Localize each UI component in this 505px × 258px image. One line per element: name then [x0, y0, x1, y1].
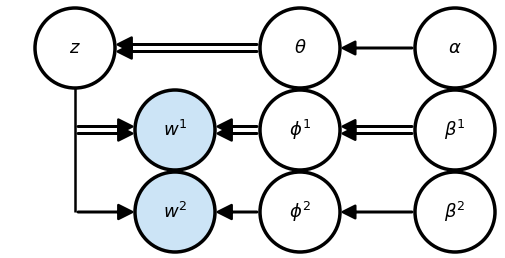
FancyArrowPatch shape — [118, 38, 257, 51]
Circle shape — [414, 172, 494, 252]
Circle shape — [260, 172, 339, 252]
Text: $\phi^2$: $\phi^2$ — [288, 200, 311, 224]
Circle shape — [260, 8, 339, 88]
Text: $w^1$: $w^1$ — [163, 120, 187, 140]
FancyArrowPatch shape — [342, 127, 412, 140]
Circle shape — [135, 172, 215, 252]
FancyArrowPatch shape — [78, 205, 132, 219]
Text: $\theta$: $\theta$ — [293, 39, 306, 57]
Text: $w^2$: $w^2$ — [163, 202, 187, 222]
FancyArrowPatch shape — [118, 45, 257, 59]
FancyArrowPatch shape — [342, 206, 412, 218]
FancyArrowPatch shape — [342, 42, 412, 54]
Circle shape — [414, 90, 494, 170]
FancyArrowPatch shape — [217, 205, 257, 219]
Text: $\alpha$: $\alpha$ — [447, 39, 461, 57]
Text: $z$: $z$ — [69, 39, 81, 57]
Circle shape — [135, 90, 215, 170]
Text: $\phi^1$: $\phi^1$ — [288, 118, 311, 142]
Text: $\beta^1$: $\beta^1$ — [443, 118, 465, 142]
FancyArrowPatch shape — [78, 119, 132, 133]
Circle shape — [35, 8, 115, 88]
FancyArrowPatch shape — [217, 119, 257, 133]
FancyArrowPatch shape — [78, 127, 132, 140]
Circle shape — [260, 90, 339, 170]
FancyArrowPatch shape — [342, 120, 412, 133]
Text: $\beta^2$: $\beta^2$ — [443, 200, 465, 224]
FancyArrowPatch shape — [217, 127, 257, 140]
Circle shape — [414, 8, 494, 88]
